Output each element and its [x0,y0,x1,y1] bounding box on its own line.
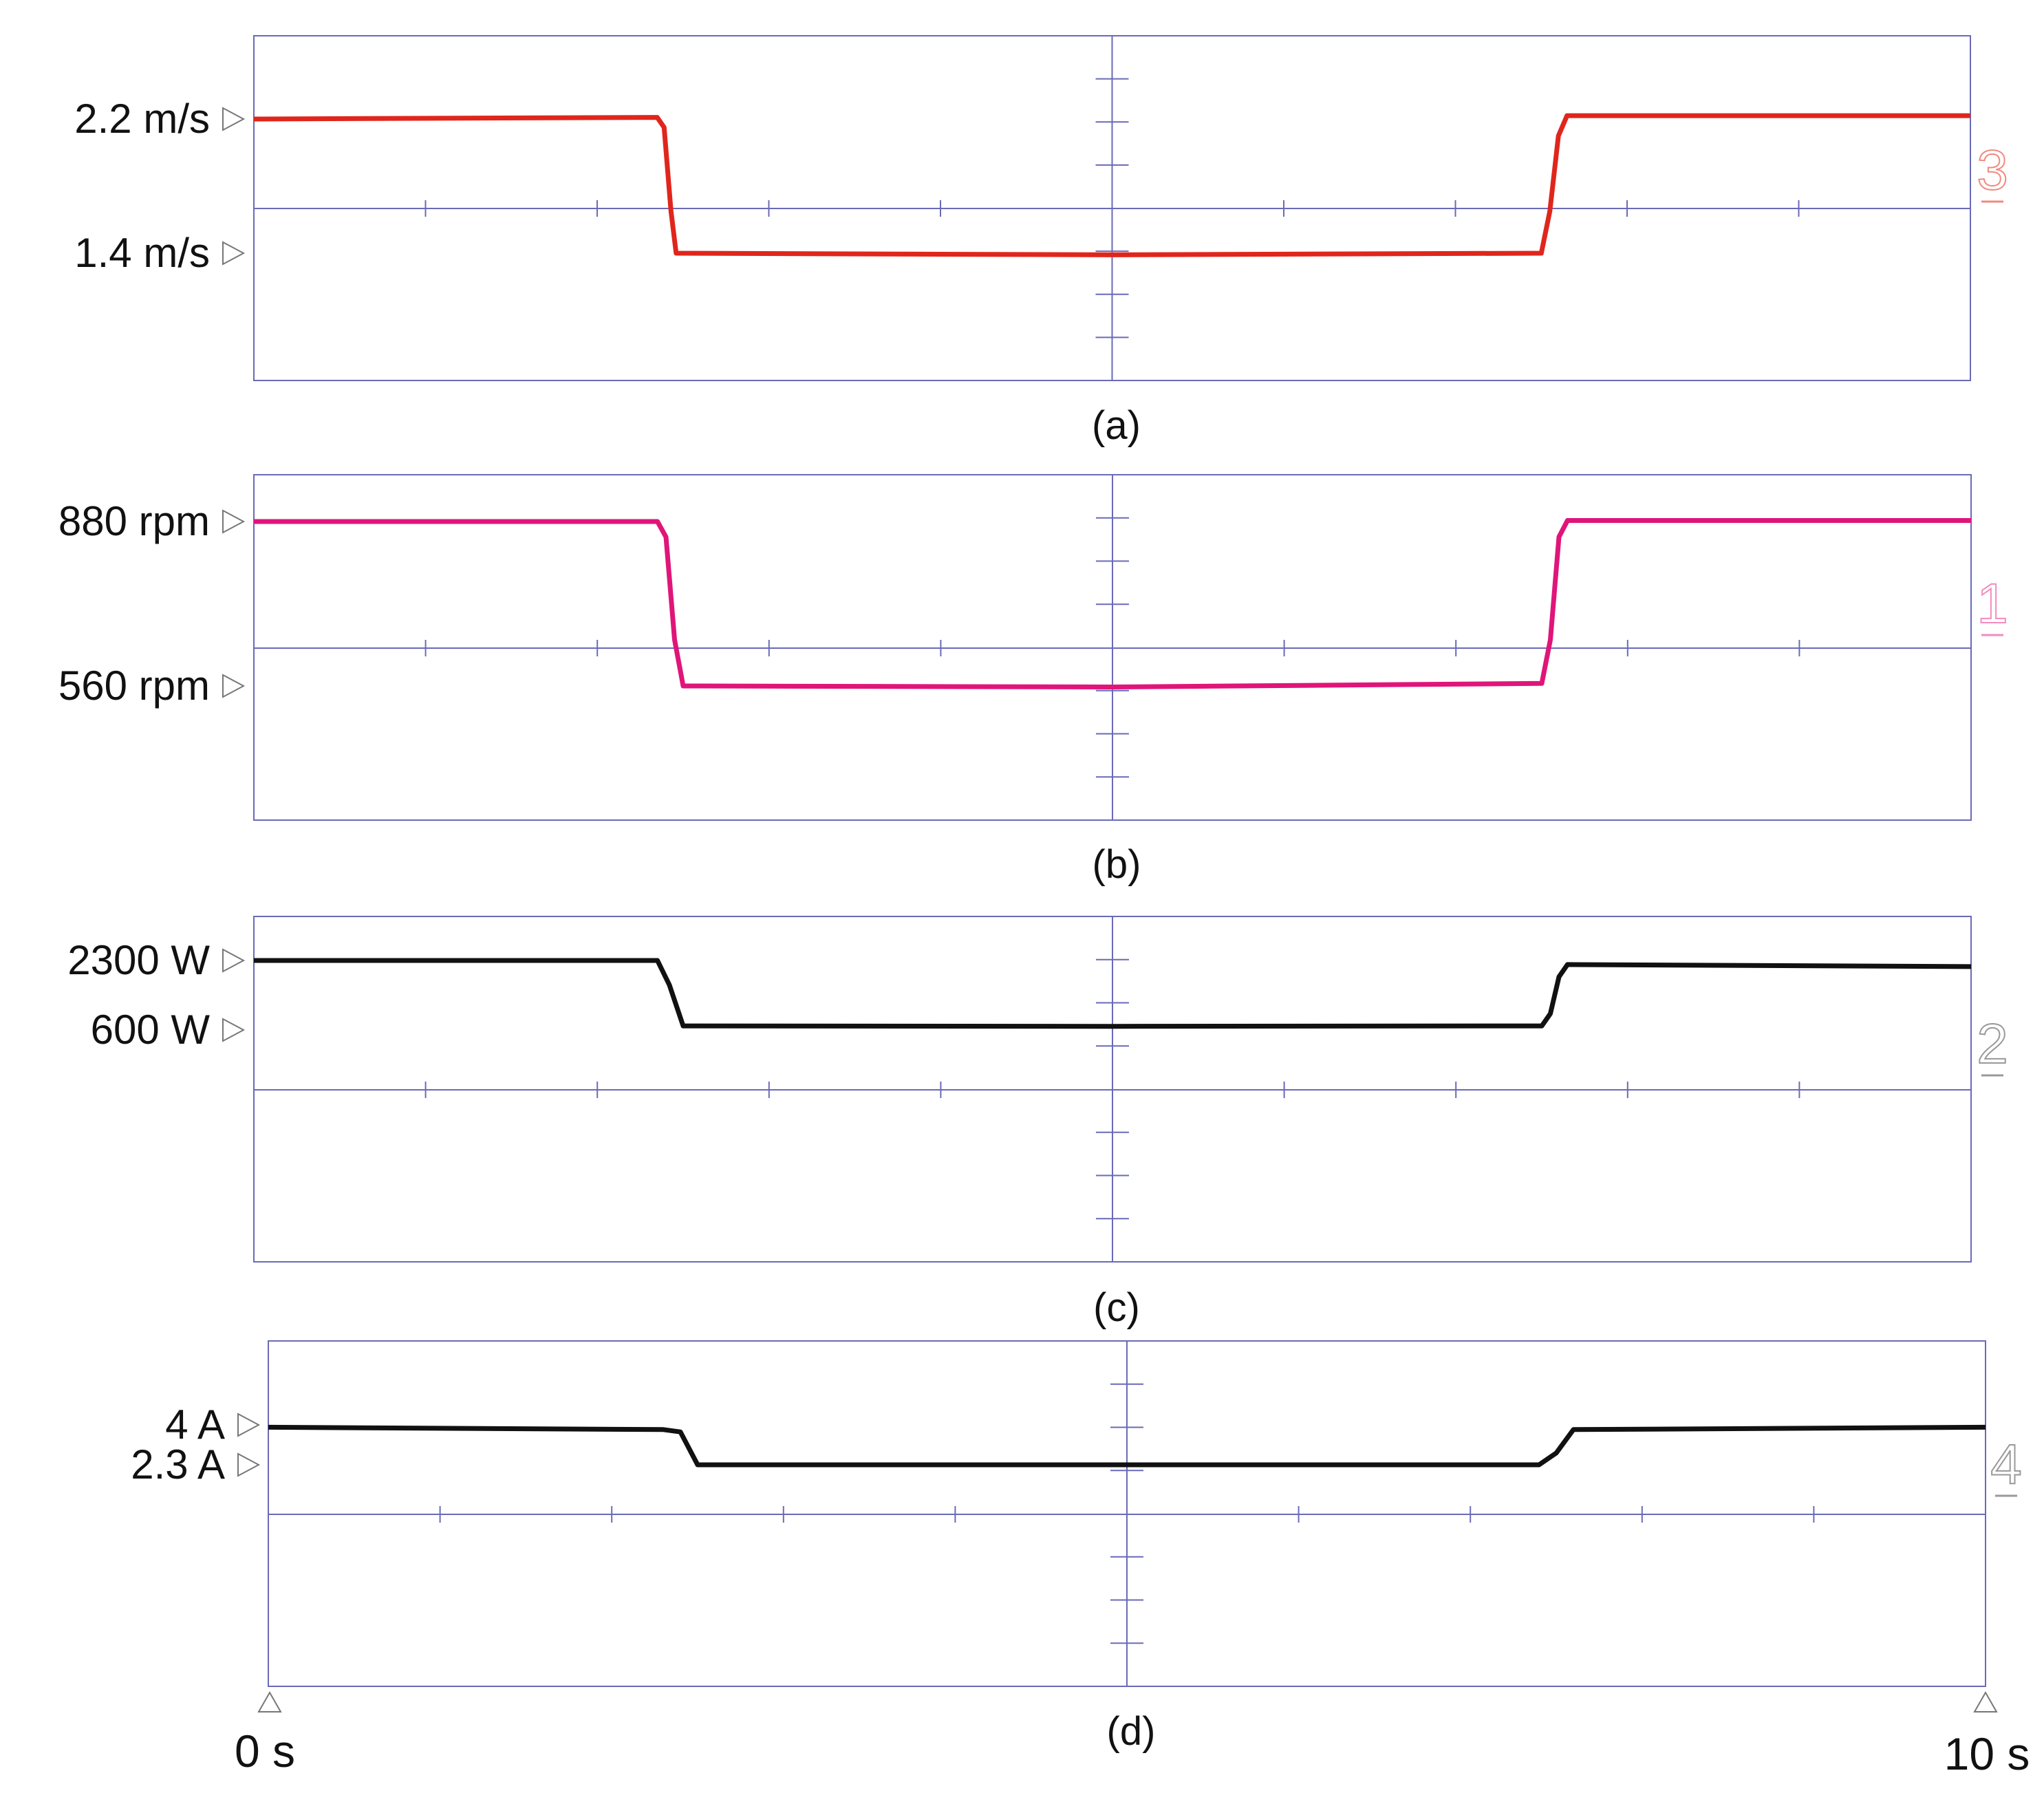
reference-level-marker [237,1452,261,1477]
time-end-marker [1973,1690,1998,1712]
reference-level-label: 600 W [91,1007,211,1053]
reference-level-label: 880 rpm [58,498,210,544]
panel-d: 4 A2.3 A 4 (d) [131,1340,2023,1754]
panel-caption: (d) [1107,1709,1156,1754]
reference-level-marker [222,1018,246,1042]
reference-level-label: 560 rpm [58,663,210,709]
reference-level-label: 2300 W [67,937,210,983]
time-start-label: 0 s [235,1726,295,1776]
reference-level-marker [222,509,246,534]
panel-caption: (a) [1092,403,1141,448]
trace-line [268,1424,1986,1468]
channel-number: 3 [1977,139,2008,202]
reference-level-marker [237,1413,261,1437]
reference-level-label: 2.2 m/s [74,96,210,142]
panel-caption: (b) [1093,842,1141,887]
reference-level-marker [222,241,246,266]
trace-line [254,518,1971,689]
panel-caption: (c) [1093,1285,1140,1330]
reference-level-marker [222,948,246,973]
channel-number: 2 [1977,1013,2008,1075]
panel-c: 2300 W 600 W 2 (c) [67,916,2009,1330]
channel-number: 1 [1977,572,2008,635]
reference-level-label: 2.3 A [131,1441,225,1488]
panel-a: 2.2 m/s 1.4 m/s 3 (a) [74,35,2009,448]
reference-level-label: 4 A [165,1402,225,1448]
reference-level-marker [222,674,246,698]
trace-line [254,958,1972,1029]
time-start-marker [257,1690,282,1712]
trace-line [253,113,1970,257]
panel-b: 880 rpm 560 rpm 1 (b) [58,474,2009,887]
reference-level-marker [222,107,246,131]
reference-level-label: 1.4 m/s [74,230,210,276]
time-end-label: 10 s [1944,1728,2030,1779]
channel-number: 4 [1990,1433,2022,1496]
